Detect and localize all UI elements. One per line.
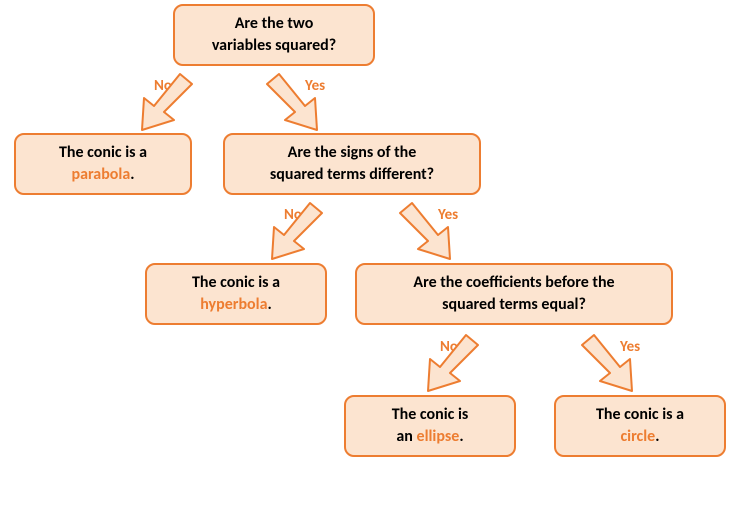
- term-circle: circle: [620, 427, 655, 446]
- term-prefix: an: [396, 427, 416, 446]
- term-suffix: .: [655, 427, 659, 446]
- decision-node-q2: Are the signs of the squared terms diffe…: [223, 133, 481, 195]
- arrow-icon-e6: [580, 331, 640, 395]
- node-line1: The conic is a: [596, 404, 684, 426]
- node-term-line: circle.: [620, 426, 659, 448]
- term-suffix: .: [459, 427, 463, 446]
- node-term-line: hyperbola.: [200, 294, 272, 316]
- node-line1: The conic is: [392, 404, 469, 426]
- node-line1: Are the coefficients before the: [413, 272, 614, 294]
- term-suffix: .: [130, 165, 134, 184]
- node-line1: The conic is a: [59, 142, 147, 164]
- arrow-icon-e2: [265, 70, 325, 134]
- node-line2: squared terms different?: [270, 164, 434, 186]
- arrow-icon-e3: [264, 199, 324, 263]
- arrow-icon-e4: [398, 199, 458, 263]
- decision-node-q3: Are the coefficients before the squared …: [355, 263, 673, 325]
- arrow-icon-e1: [134, 70, 194, 134]
- node-term-line: parabola.: [71, 164, 134, 186]
- node-line1: Are the two: [235, 13, 314, 35]
- result-node-ellipse: The conic is an ellipse.: [344, 395, 516, 457]
- node-line1: Are the signs of the: [288, 142, 417, 164]
- arrow-icon-e5: [420, 331, 480, 395]
- term-parabola: parabola: [71, 165, 130, 184]
- term-hyperbola: hyperbola: [200, 295, 267, 314]
- result-node-parabola: The conic is a parabola.: [14, 133, 192, 195]
- node-line2: squared terms equal?: [442, 294, 586, 316]
- node-line1: The conic is a: [192, 272, 280, 294]
- result-node-circle: The conic is a circle.: [554, 395, 726, 457]
- term-suffix: .: [267, 295, 271, 314]
- node-term-line: an ellipse.: [396, 426, 463, 448]
- result-node-hyperbola: The conic is a hyperbola.: [145, 263, 327, 325]
- node-line2: variables squared?: [212, 35, 336, 57]
- decision-node-q1: Are the two variables squared?: [173, 4, 375, 66]
- term-ellipse: ellipse: [417, 427, 460, 446]
